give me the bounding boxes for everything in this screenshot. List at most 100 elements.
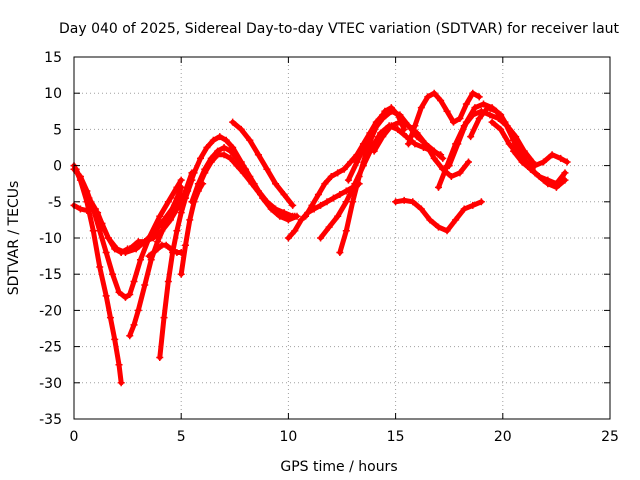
y-tick-label: 5 [53,122,62,138]
series-trace [230,119,296,208]
data-point-marker [426,216,434,224]
data-point-marker [342,227,350,235]
data-layer [70,89,571,387]
data-point-marker [447,172,455,180]
data-point-marker [130,277,138,285]
data-point-marker [282,212,290,220]
data-point-marker [552,183,560,191]
data-point-marker [561,176,569,184]
data-point-marker [439,154,447,162]
data-point-marker [196,154,204,162]
data-point-marker [89,227,97,235]
data-point-marker [422,140,430,148]
data-point-marker [284,234,292,242]
data-point-marker [535,172,543,180]
data-point-marker [344,176,352,184]
data-point-marker [411,140,419,148]
data-point-marker [497,125,505,133]
data-point-marker [289,201,297,209]
data-point-marker [121,293,129,301]
data-point-marker [467,133,475,141]
data-point-marker [94,209,102,217]
data-point-marker [355,172,363,180]
data-point-marker [445,162,453,170]
x-axis-title: GPS time / hours [280,459,397,475]
data-point-marker [527,165,535,173]
data-point-marker [434,183,442,191]
data-point-marker [274,209,282,217]
chart-title: Day 040 of 2025, Sidereal Day-to-day VTE… [59,21,620,37]
data-point-marker [156,212,164,220]
data-point-marker [492,107,500,115]
data-point-marker [454,140,462,148]
x-tick-label: 20 [494,429,512,445]
data-point-marker [96,263,104,271]
data-point-marker [411,122,419,130]
series-sat-12 [194,151,299,220]
data-point-marker [362,151,370,159]
data-point-marker [469,201,477,209]
data-point-marker [342,187,350,195]
data-point-marker [85,194,93,202]
y-tick-label: 15 [44,50,62,66]
data-point-marker [134,238,142,246]
data-point-marker [424,93,432,101]
data-point-marker [76,205,84,213]
series-trace [178,134,296,219]
data-point-marker [460,205,468,213]
y-tick-label: 0 [53,159,62,175]
data-point-marker [164,198,172,206]
y-tick-label: -20 [39,303,62,319]
data-point-marker [96,227,104,235]
data-point-marker [334,169,342,177]
data-point-marker [396,111,404,119]
data-point-marker [469,89,477,97]
data-point-marker [563,158,571,166]
data-point-marker [334,212,342,220]
data-point-marker [302,212,310,220]
data-point-marker [349,198,357,206]
data-point-marker [404,122,412,130]
data-point-marker [404,140,412,148]
data-point-marker [173,194,181,202]
data-point-marker [220,144,228,151]
data-point-marker [248,180,256,188]
data-point-marker [392,198,400,206]
data-point-marker [471,104,479,112]
data-point-marker [216,133,224,141]
y-axis-title: SDTVAR / TECUs [6,181,22,296]
data-point-marker [323,198,331,206]
data-point-marker [477,198,485,206]
data-point-marker [291,227,299,235]
data-point-marker [347,158,355,166]
series-sat-13 [229,118,297,209]
data-point-marker [190,169,198,177]
data-point-marker [102,248,110,256]
data-point-marker [134,306,142,314]
data-point-marker [177,176,185,184]
x-tick-label: 10 [279,429,297,445]
data-point-marker [387,122,395,130]
data-point-marker [272,180,280,188]
data-point-marker [501,118,509,126]
data-point-marker [417,104,425,112]
data-point-marker [184,187,192,195]
data-point-marker [194,183,202,191]
data-point-marker [329,194,337,202]
data-point-marker [437,96,445,104]
series-sat-9 [145,241,185,260]
data-point-marker [475,93,483,101]
y-tick-label: -30 [39,376,62,392]
data-point-marker [486,111,494,119]
data-point-marker [387,107,395,115]
data-point-marker [400,125,408,133]
data-point-marker [548,151,556,159]
data-point-marker [317,201,325,209]
series-trace [406,90,482,147]
data-point-marker [177,183,185,191]
data-point-marker [201,169,209,177]
data-point-marker [370,147,378,155]
data-point-marker [177,270,185,278]
data-point-marker [145,252,153,260]
series-sat-26 [510,147,569,191]
